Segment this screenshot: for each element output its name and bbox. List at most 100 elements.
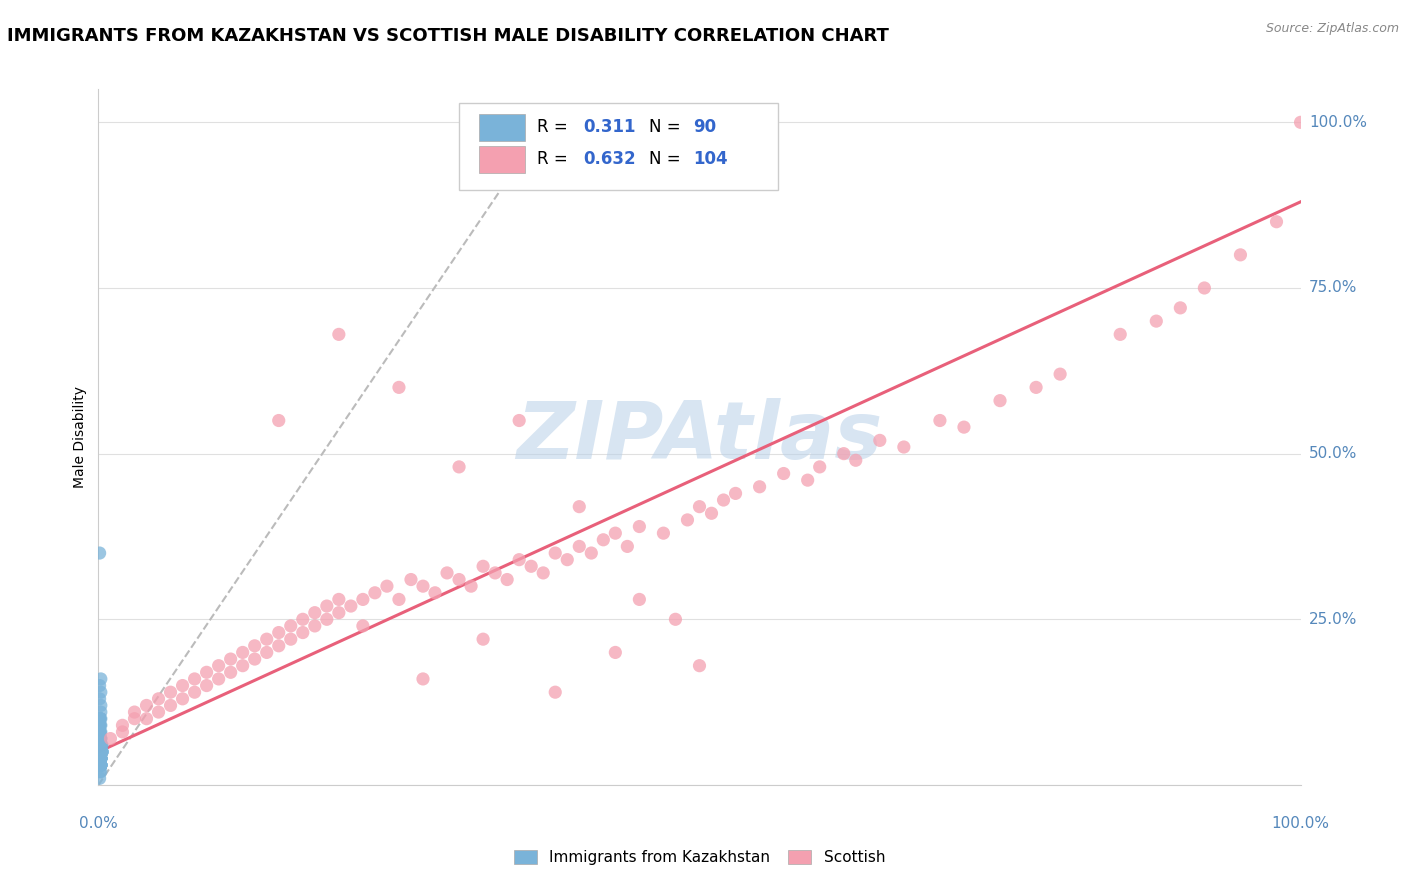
- Point: [219, 652, 242, 666]
- Text: 100.0%: 100.0%: [1309, 115, 1367, 130]
- Point: [172, 679, 194, 693]
- Point: [1109, 327, 1132, 342]
- Point: [700, 506, 723, 520]
- Point: [243, 652, 266, 666]
- Point: [508, 413, 530, 427]
- Point: [91, 745, 114, 759]
- Point: [1025, 380, 1047, 394]
- Point: [568, 540, 591, 554]
- Point: [544, 685, 567, 699]
- Point: [460, 579, 482, 593]
- Point: [496, 573, 519, 587]
- Point: [869, 434, 891, 448]
- Point: [90, 685, 112, 699]
- Point: [89, 731, 111, 746]
- Point: [568, 500, 591, 514]
- Point: [340, 599, 363, 613]
- Point: [388, 380, 411, 394]
- Point: [89, 712, 111, 726]
- Point: [89, 725, 111, 739]
- Point: [90, 745, 112, 759]
- Point: [89, 712, 111, 726]
- Text: N =: N =: [650, 119, 686, 136]
- Point: [772, 467, 794, 481]
- Point: [89, 725, 111, 739]
- Point: [89, 725, 111, 739]
- Point: [89, 718, 111, 732]
- Point: [845, 453, 868, 467]
- FancyBboxPatch shape: [479, 114, 526, 141]
- Point: [280, 619, 302, 633]
- Point: [89, 731, 111, 746]
- Point: [328, 592, 350, 607]
- Point: [90, 672, 112, 686]
- Point: [928, 413, 950, 427]
- Point: [90, 751, 112, 765]
- Point: [208, 672, 231, 686]
- Point: [90, 738, 112, 752]
- Point: [688, 658, 710, 673]
- Point: [89, 725, 111, 739]
- Point: [90, 758, 112, 772]
- Text: 25.0%: 25.0%: [1309, 612, 1357, 627]
- Point: [796, 473, 818, 487]
- Text: N =: N =: [650, 151, 686, 169]
- Point: [90, 738, 112, 752]
- Point: [1049, 367, 1071, 381]
- Point: [1289, 115, 1312, 129]
- Point: [304, 606, 326, 620]
- Point: [90, 731, 112, 746]
- Point: [159, 698, 181, 713]
- Text: R =: R =: [537, 119, 574, 136]
- Text: 0.0%: 0.0%: [79, 815, 118, 830]
- Point: [89, 718, 111, 732]
- Point: [90, 758, 112, 772]
- Point: [243, 639, 266, 653]
- Point: [256, 632, 278, 647]
- Point: [90, 745, 112, 759]
- Text: IMMIGRANTS FROM KAZAKHSTAN VS SCOTTISH MALE DISABILITY CORRELATION CHART: IMMIGRANTS FROM KAZAKHSTAN VS SCOTTISH M…: [7, 27, 889, 45]
- Point: [90, 751, 112, 765]
- Point: [616, 540, 638, 554]
- Point: [183, 672, 205, 686]
- Point: [90, 751, 112, 765]
- Point: [90, 751, 112, 765]
- Point: [447, 573, 470, 587]
- Point: [89, 764, 111, 779]
- Point: [89, 718, 111, 732]
- Point: [291, 612, 314, 626]
- Point: [291, 625, 314, 640]
- Point: [352, 619, 374, 633]
- Point: [89, 679, 111, 693]
- Point: [135, 712, 157, 726]
- Point: [89, 718, 111, 732]
- Point: [90, 745, 112, 759]
- Legend: Immigrants from Kazakhstan, Scottish: Immigrants from Kazakhstan, Scottish: [508, 844, 891, 871]
- Point: [90, 758, 112, 772]
- Point: [89, 772, 111, 786]
- Point: [808, 459, 831, 474]
- Point: [399, 573, 422, 587]
- Point: [89, 718, 111, 732]
- Point: [90, 751, 112, 765]
- Point: [89, 725, 111, 739]
- Point: [91, 745, 114, 759]
- Point: [90, 698, 112, 713]
- Point: [124, 705, 146, 719]
- Text: ZIPAtlas: ZIPAtlas: [516, 398, 883, 476]
- Point: [581, 546, 603, 560]
- Point: [605, 645, 627, 659]
- Point: [89, 731, 111, 746]
- Point: [232, 658, 254, 673]
- Point: [520, 559, 543, 574]
- Point: [89, 546, 111, 560]
- Point: [89, 745, 111, 759]
- Point: [352, 592, 374, 607]
- Point: [412, 672, 434, 686]
- Point: [124, 712, 146, 726]
- FancyBboxPatch shape: [479, 146, 526, 173]
- Point: [89, 725, 111, 739]
- Point: [159, 685, 181, 699]
- Point: [267, 625, 290, 640]
- Point: [89, 758, 111, 772]
